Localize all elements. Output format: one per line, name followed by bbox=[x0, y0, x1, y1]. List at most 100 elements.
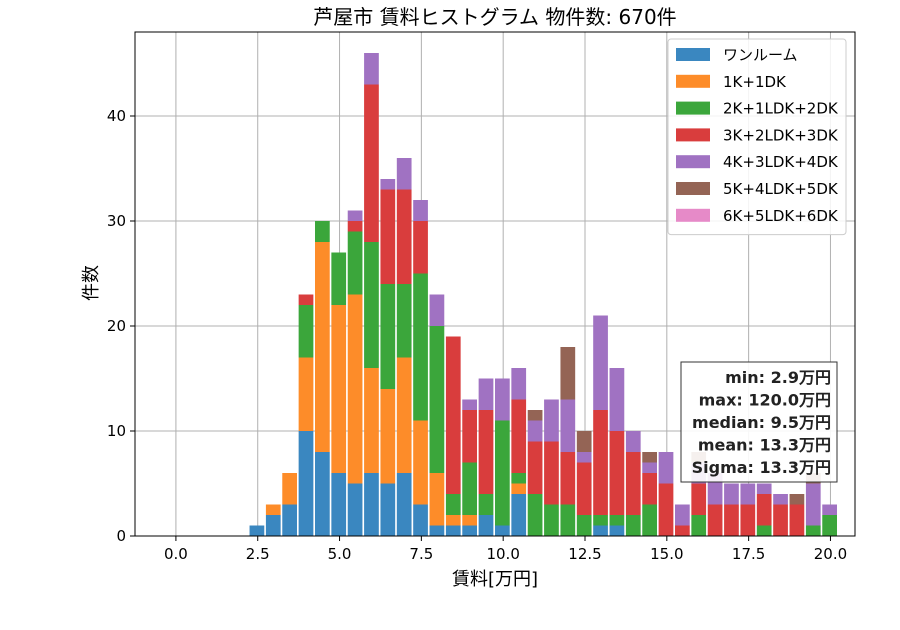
histogram-bar bbox=[805, 525, 821, 536]
y-tick-label: 0 bbox=[116, 527, 126, 545]
histogram-bar bbox=[380, 483, 396, 536]
histogram-bar bbox=[445, 494, 461, 515]
histogram-bar bbox=[544, 504, 559, 536]
histogram-bar bbox=[445, 336, 461, 494]
histogram-bar bbox=[642, 473, 657, 505]
histogram-bar bbox=[249, 525, 265, 536]
histogram-bar bbox=[609, 431, 625, 515]
legend-label: 3K+2LDK+3DK bbox=[723, 126, 839, 144]
histogram-bar bbox=[576, 452, 592, 463]
stats-line: mean: 13.3万円 bbox=[698, 436, 831, 455]
histogram-bar bbox=[560, 452, 576, 505]
histogram-bar bbox=[315, 452, 330, 536]
histogram-bar bbox=[282, 473, 297, 505]
histogram-bar bbox=[593, 315, 608, 410]
histogram-bar bbox=[445, 525, 461, 536]
histogram-bar bbox=[609, 525, 625, 536]
histogram-bar bbox=[805, 483, 821, 526]
legend-swatch bbox=[676, 101, 710, 115]
x-tick-label: 17.5 bbox=[732, 545, 765, 563]
histogram-bar bbox=[625, 452, 641, 515]
histogram-bar bbox=[462, 410, 477, 463]
histogram-bar bbox=[364, 242, 379, 368]
legend-label: 2K+1LDK+2DK bbox=[723, 100, 839, 118]
histogram-bar bbox=[527, 441, 543, 494]
histogram-bar bbox=[298, 357, 314, 431]
histogram-bar bbox=[560, 504, 576, 536]
stats-line: max: 120.0万円 bbox=[699, 391, 831, 410]
y-tick-label: 10 bbox=[107, 422, 126, 440]
histogram-bar bbox=[478, 494, 494, 515]
histogram-bar bbox=[462, 525, 477, 536]
histogram-bar bbox=[576, 462, 592, 515]
y-tick-label: 20 bbox=[107, 317, 126, 335]
histogram-bar bbox=[364, 84, 379, 242]
histogram-bar bbox=[495, 525, 510, 536]
histogram-bar bbox=[658, 483, 674, 536]
histogram-bar bbox=[462, 462, 477, 515]
y-axis-label: 件数 bbox=[81, 265, 102, 301]
histogram-bar bbox=[380, 284, 396, 389]
x-tick-label: 2.5 bbox=[246, 545, 270, 563]
histogram-bar bbox=[478, 515, 494, 536]
histogram-bar bbox=[331, 252, 347, 305]
legend-swatch bbox=[676, 74, 710, 88]
histogram-bar bbox=[691, 515, 707, 536]
histogram-bar bbox=[511, 473, 527, 484]
histogram-bar bbox=[609, 368, 625, 431]
histogram-bar bbox=[527, 420, 543, 442]
histogram-bar bbox=[265, 504, 281, 515]
stats-line: median: 9.5万円 bbox=[692, 413, 831, 432]
histogram-bar bbox=[478, 378, 494, 410]
histogram-bar bbox=[347, 483, 363, 536]
x-tick-label: 5.0 bbox=[328, 545, 352, 563]
histogram-bar bbox=[413, 420, 428, 505]
legend: ワンルーム 1K+1DK 2K+1LDK+2DK 3K+2LDK+3DK 4K+3LDK… bbox=[667, 38, 847, 236]
histogram-bar bbox=[675, 504, 690, 526]
histogram-bar bbox=[413, 200, 428, 221]
histogram-bar bbox=[822, 504, 837, 515]
histogram-bar bbox=[625, 515, 641, 536]
histogram-bar bbox=[265, 515, 281, 536]
x-tick-label: 15.0 bbox=[650, 545, 683, 563]
histogram-bar bbox=[298, 294, 314, 305]
x-tick-label: 10.0 bbox=[486, 545, 519, 563]
histogram-bar bbox=[364, 368, 379, 473]
histogram-bar bbox=[315, 221, 330, 242]
histogram-bar bbox=[527, 410, 543, 421]
histogram-bar bbox=[773, 494, 788, 505]
histogram-bar bbox=[724, 483, 739, 505]
histogram-bar bbox=[331, 305, 347, 473]
histogram-bar bbox=[282, 504, 297, 536]
legend-swatch bbox=[676, 48, 710, 61]
histogram-bar bbox=[396, 158, 412, 190]
histogram-bar bbox=[429, 326, 445, 473]
histogram-bar bbox=[396, 473, 412, 536]
histogram-bar bbox=[413, 221, 428, 274]
histogram-bar bbox=[495, 420, 510, 526]
histogram-bar bbox=[527, 494, 543, 536]
histogram-bar bbox=[756, 483, 772, 494]
histogram-bar bbox=[315, 242, 330, 452]
legend-box bbox=[667, 38, 847, 236]
histogram-bar bbox=[364, 53, 379, 85]
histogram-bar bbox=[462, 515, 477, 526]
histogram-bar bbox=[429, 294, 445, 326]
histogram-bar bbox=[511, 494, 527, 536]
histogram-bar bbox=[576, 431, 592, 452]
histogram-bar bbox=[380, 189, 396, 284]
histogram-bar bbox=[593, 525, 608, 536]
legend-swatch bbox=[676, 182, 710, 195]
y-tick-label: 30 bbox=[107, 212, 126, 230]
histogram-bar bbox=[298, 431, 314, 536]
histogram-bar bbox=[593, 410, 608, 515]
histogram-bar bbox=[642, 462, 657, 473]
y-tick-label: 40 bbox=[107, 107, 126, 125]
histogram-bar bbox=[396, 284, 412, 358]
histogram-bar bbox=[789, 494, 805, 505]
histogram-bar bbox=[724, 504, 739, 536]
histogram-bar bbox=[707, 504, 723, 536]
histogram-bar bbox=[773, 504, 788, 536]
histogram-bar bbox=[462, 399, 477, 410]
